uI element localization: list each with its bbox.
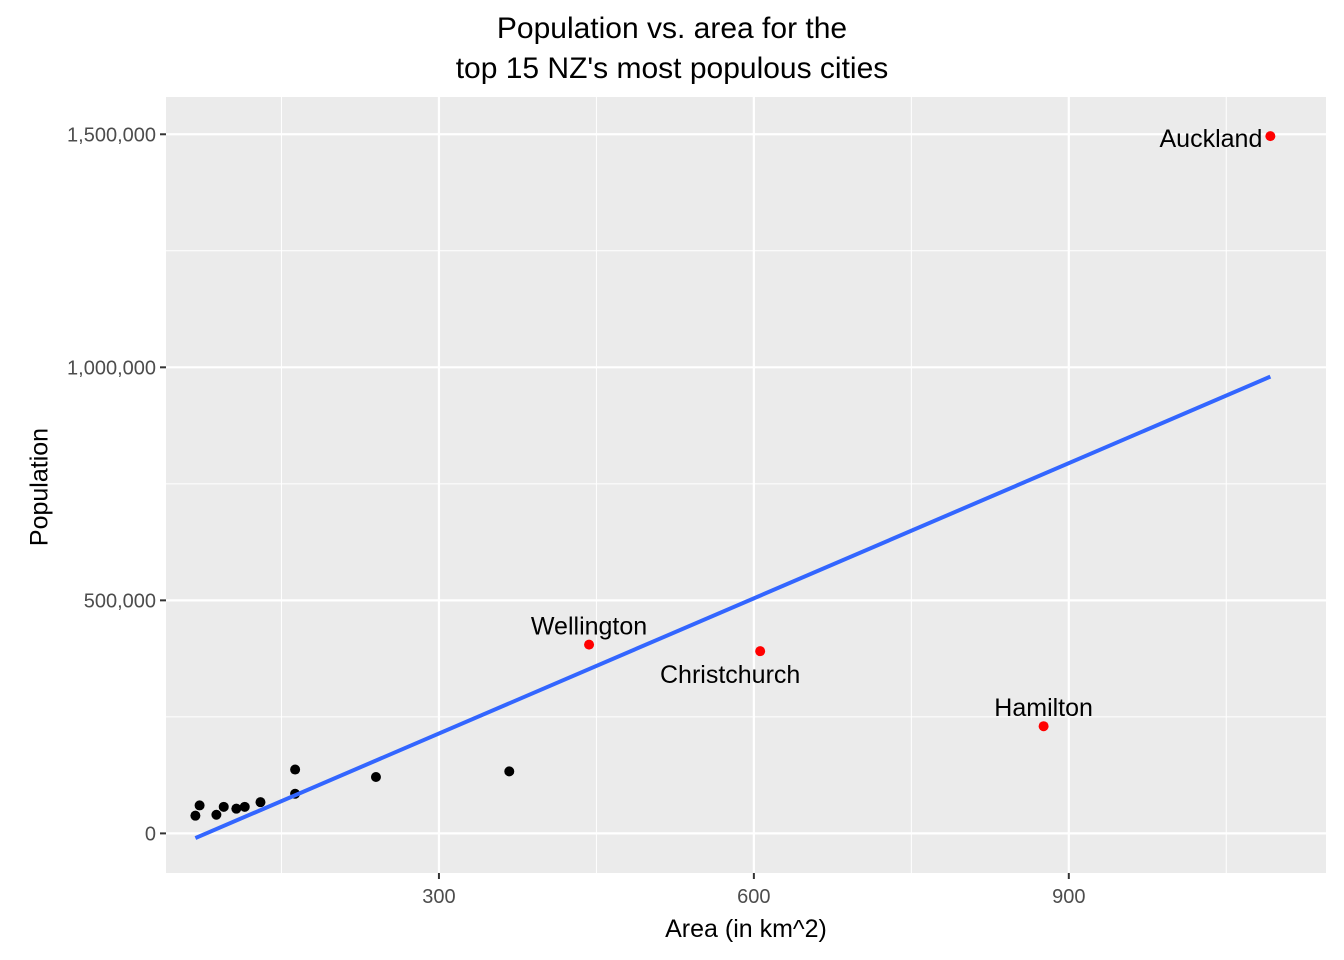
x-tick-label: 900	[1052, 886, 1085, 908]
city-point	[504, 766, 515, 777]
x-tick-label: 300	[422, 886, 455, 908]
city-point	[239, 801, 250, 812]
city-point	[190, 810, 201, 821]
x-tick-label: 600	[737, 886, 770, 908]
city-label: Hamilton	[994, 694, 1093, 722]
city-point	[211, 809, 222, 820]
y-tick-label: 1,000,000	[67, 357, 156, 379]
city-point	[218, 801, 229, 812]
plot-panel	[166, 97, 1326, 873]
highlighted-city-point	[1038, 721, 1049, 732]
city-point	[231, 803, 242, 814]
city-label: Wellington	[531, 613, 647, 641]
city-label: Auckland	[1160, 125, 1263, 153]
city-point	[194, 800, 205, 811]
y-axis-title: Population	[25, 427, 54, 547]
trend-line	[194, 374, 1272, 840]
highlighted-city-point	[755, 646, 766, 657]
city-point	[370, 771, 381, 782]
y-tick-label: 500,000	[84, 590, 156, 612]
y-tick-label: 1,500,000	[67, 124, 156, 146]
highlighted-city-point	[584, 639, 595, 650]
city-point	[290, 764, 301, 775]
chart-title-line-1: Population vs. area for the	[496, 12, 848, 45]
y-tick-label: 0	[145, 823, 156, 845]
x-axis-title: Area (in km^2)	[665, 915, 827, 943]
chart-title-line-2: top 15 NZ's most populous cities	[455, 52, 889, 85]
highlighted-city-point	[1265, 131, 1276, 142]
city-label: Christchurch	[660, 661, 800, 689]
city-point	[255, 797, 266, 808]
